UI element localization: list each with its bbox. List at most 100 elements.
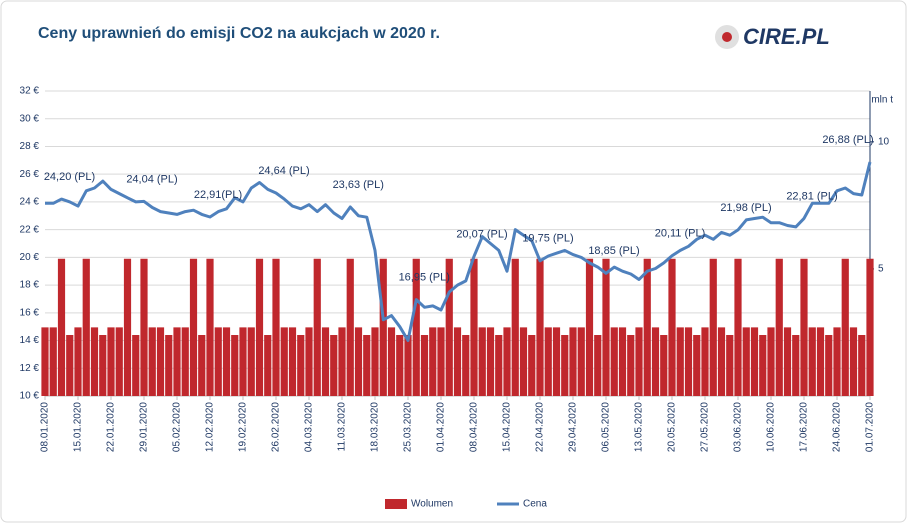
bar: [107, 327, 115, 396]
bar: [627, 335, 635, 396]
y-tick-label: 24 €: [20, 197, 40, 208]
bar: [717, 327, 726, 396]
legend-label: Wolumen: [411, 499, 453, 510]
x-tick-label: 08.01.2020: [40, 402, 51, 452]
bar: [173, 327, 181, 396]
bar: [462, 335, 470, 396]
bar: [387, 327, 396, 396]
bar: [156, 327, 165, 396]
x-tick-label: 04.03.2020: [304, 402, 315, 452]
bar: [693, 335, 701, 396]
bar: [445, 258, 453, 396]
data-label: 19,75 (PL): [522, 233, 573, 245]
bar: [610, 327, 618, 396]
x-tick-label: 24.06.2020: [832, 402, 843, 452]
bar: [140, 258, 148, 396]
bar: [511, 258, 519, 396]
x-tick-label: 22.04.2020: [535, 402, 546, 452]
bar: [297, 335, 305, 396]
bar: [404, 335, 412, 396]
x-tick-label: 27.05.2020: [700, 402, 711, 452]
bar: [866, 258, 874, 396]
bar: [726, 335, 734, 396]
x-tick-label: 01.04.2020: [436, 402, 447, 452]
bar: [709, 258, 717, 396]
x-tick-label: 05.02.2020: [172, 402, 183, 452]
bar: [585, 258, 594, 396]
bar: [775, 258, 783, 396]
bar: [594, 335, 602, 396]
bar: [321, 327, 330, 396]
bar: [305, 327, 313, 396]
bar: [429, 327, 437, 396]
bar: [288, 327, 297, 396]
bar: [255, 258, 264, 396]
bar: [420, 335, 429, 396]
bar: [123, 258, 132, 396]
x-tick-label: 26.02.2020: [271, 402, 282, 452]
x-tick-label: 25.03.2020: [403, 402, 414, 452]
bar: [371, 327, 379, 396]
bar: [99, 335, 107, 396]
data-label: 22,91(PL): [194, 189, 242, 201]
bar: [181, 327, 189, 396]
bar: [858, 335, 866, 396]
bar: [272, 258, 280, 396]
bar: [759, 335, 767, 396]
data-label: 23,63 (PL): [333, 179, 384, 191]
logo-text: CIRE.PL: [743, 24, 830, 49]
bar: [519, 327, 528, 396]
bar: [198, 335, 206, 396]
bar: [833, 327, 841, 396]
data-label: 26,88 (PL): [822, 134, 873, 146]
bar: [503, 327, 511, 396]
bar: [363, 335, 371, 396]
x-tick-label: 17.06.2020: [799, 402, 810, 452]
bar: [148, 327, 156, 396]
legend-swatch: [385, 499, 407, 509]
x-tick-label: 08.04.2020: [469, 402, 480, 452]
data-label: 21,98 (PL): [720, 202, 771, 214]
bar: [470, 258, 478, 396]
bar: [602, 258, 610, 396]
bar: [222, 327, 231, 396]
legend-label: Cena: [523, 499, 547, 510]
y-tick-label: 20 €: [20, 252, 40, 263]
y-tick-label: 28 €: [20, 141, 40, 152]
x-tick-label: 12.02.2020: [205, 402, 216, 452]
price-line: [45, 161, 872, 342]
bar: [750, 327, 759, 396]
bar: [396, 335, 404, 396]
bar: [338, 327, 346, 396]
bar: [66, 335, 74, 396]
x-tick-label: 06.05.2020: [601, 402, 612, 452]
bar: [734, 258, 742, 396]
x-tick-label: 10.06.2020: [766, 402, 777, 452]
bar: [792, 335, 800, 396]
y-tick-label: 30 €: [20, 113, 40, 124]
bar: [528, 335, 536, 396]
x-tick-label: 19.02.2020: [238, 402, 249, 452]
bar: [412, 258, 420, 396]
bar: [115, 327, 123, 396]
y-tick-label: 14 €: [20, 335, 40, 346]
bar: [379, 258, 387, 396]
bar: [313, 258, 321, 396]
bar: [635, 327, 643, 396]
logo: CIRE.PL: [715, 24, 830, 49]
y-tick-label: 32 €: [20, 86, 40, 97]
x-tick-label: 29.04.2020: [568, 402, 579, 452]
y-tick-label: 18 €: [20, 280, 40, 291]
bar: [41, 327, 49, 396]
bar: [767, 327, 775, 396]
data-label: 22,81 (PL): [786, 190, 837, 202]
bar: [668, 258, 676, 396]
bar: [544, 327, 552, 396]
bar: [825, 335, 833, 396]
x-tick-label: 13.05.2020: [634, 402, 645, 452]
x-tick-label: 15.01.2020: [73, 402, 84, 452]
bar: [354, 327, 363, 396]
bar: [552, 327, 561, 396]
bar: [437, 327, 445, 396]
